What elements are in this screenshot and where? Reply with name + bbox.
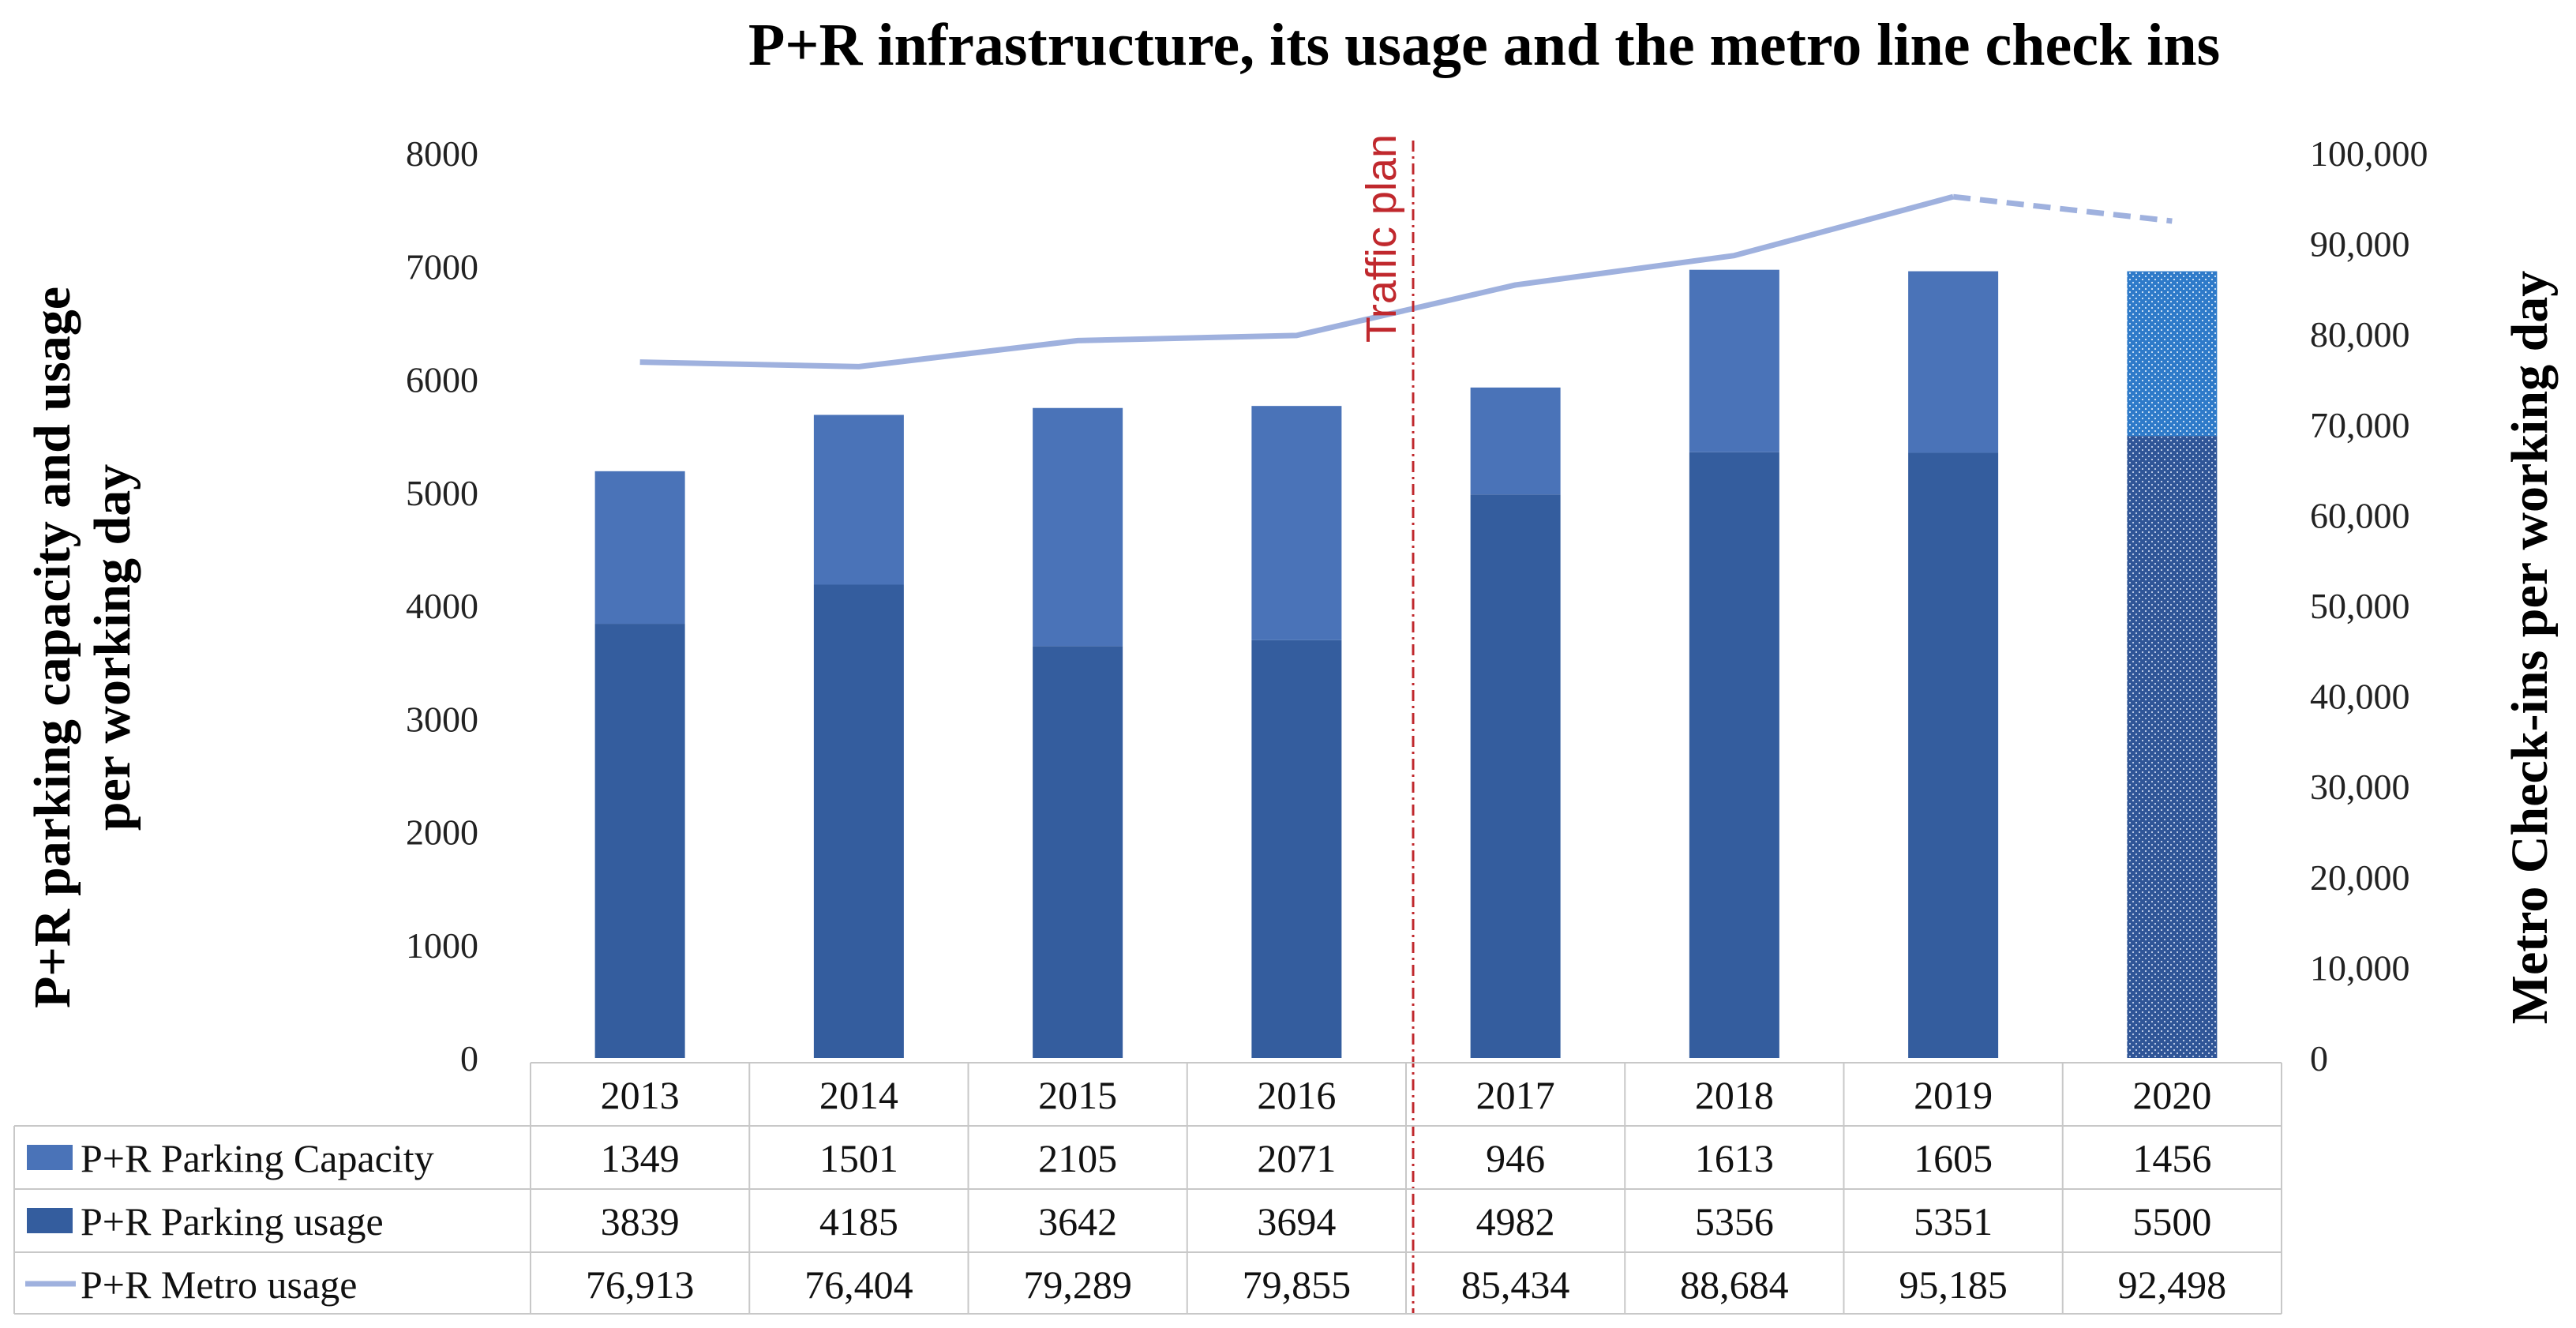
table-cell: 85,434 <box>1461 1262 1570 1307</box>
bar-parking-usage <box>1033 646 1123 1058</box>
category-label: 2015 <box>1038 1073 1117 1117</box>
table-cell: 1349 <box>601 1136 680 1180</box>
table-cell: 79,855 <box>1243 1262 1352 1307</box>
table-cell: 79,289 <box>1023 1262 1132 1307</box>
table-cell: 88,684 <box>1680 1262 1789 1307</box>
bar-parking-usage <box>594 624 685 1058</box>
y-tick-label: 6000 <box>406 360 478 400</box>
bar-parking-usage <box>1470 494 1561 1058</box>
y-tick-label: 0 <box>460 1038 478 1079</box>
y2-tick-label: 0 <box>2310 1038 2328 1079</box>
bar-parking-usage <box>1908 452 1999 1058</box>
table-cell: 5500 <box>2132 1199 2211 1244</box>
table-cell: 76,404 <box>804 1262 913 1307</box>
bar-parking-capacity <box>1689 269 1779 452</box>
category-label: 2017 <box>1476 1073 1555 1117</box>
bar-parking-capacity <box>813 415 904 585</box>
table-cell: 1456 <box>2132 1136 2211 1180</box>
y2-tick-label: 80,000 <box>2310 314 2410 355</box>
y-tick-label: 1000 <box>406 925 478 966</box>
bar-series <box>594 269 2218 1058</box>
y-tick-label: 7000 <box>406 246 478 287</box>
legend-swatch <box>27 1145 73 1170</box>
legend-swatch <box>27 1208 73 1233</box>
table-cell: 1613 <box>1695 1136 1774 1180</box>
table-cell: 76,913 <box>586 1262 695 1307</box>
y2-tick-label: 50,000 <box>2310 586 2410 626</box>
table-cell: 1605 <box>1914 1136 1993 1180</box>
y2-tick-label: 70,000 <box>2310 405 2410 445</box>
bar-parking-usage <box>1689 452 1779 1058</box>
bar-parking-capacity <box>594 471 685 625</box>
table-cell: 5351 <box>1914 1199 1993 1244</box>
legend-label: P+R Parking usage <box>81 1199 384 1244</box>
y2-tick-label: 90,000 <box>2310 224 2410 264</box>
table-cell: 3694 <box>1257 1199 1336 1244</box>
table-cell: 2105 <box>1038 1136 1117 1180</box>
table-cell: 95,185 <box>1899 1262 2008 1307</box>
bar-parking-usage <box>2127 436 2218 1058</box>
metro-line <box>639 193 1955 370</box>
y-axis-title: P+R parking capacity and usageper workin… <box>24 287 141 1008</box>
y2-tick-label: 10,000 <box>2310 947 2410 988</box>
y2-tick-label: 100,000 <box>2310 133 2428 174</box>
legend-key: P+R Parking Capacity <box>27 1136 434 1180</box>
bar-parking-capacity <box>1470 387 1561 495</box>
bar-parking-capacity <box>1251 406 1342 640</box>
y-tick-label: 4000 <box>406 586 478 626</box>
table-cell: 5356 <box>1695 1199 1774 1244</box>
y2-tick-label: 60,000 <box>2310 495 2410 535</box>
y-tick-label: 2000 <box>406 812 478 853</box>
y2-axis-title: Metro Check-ins per working day <box>2501 271 2559 1025</box>
table-cell: 3642 <box>1038 1199 1117 1244</box>
table-cell: 4185 <box>819 1199 898 1244</box>
y-axis-title-line: P+R parking capacity and usage <box>24 287 81 1008</box>
legend-key: P+R Metro usage <box>25 1262 357 1307</box>
table-cell: 4982 <box>1476 1199 1555 1244</box>
y-axis-ticks: 0 1000 2000 3000 4000 5000 6000 7000 8000 <box>406 133 478 1079</box>
y-tick-label: 5000 <box>406 473 478 513</box>
metro-line-series <box>639 193 2173 370</box>
table-cell: 1501 <box>819 1136 898 1180</box>
data-table-grid <box>13 1062 2282 1315</box>
category-label: 2018 <box>1695 1073 1774 1117</box>
table-cell: 2071 <box>1257 1136 1336 1180</box>
y-tick-label: 8000 <box>406 133 478 174</box>
table-cell: 92,498 <box>2118 1262 2227 1307</box>
y-axis-title-line: per working day <box>84 464 141 831</box>
table-cell: 3839 <box>601 1199 680 1244</box>
traffic-plan-label: Traffic plan <box>1358 134 1405 343</box>
category-label: 2020 <box>2132 1073 2211 1117</box>
category-label: 2016 <box>1257 1073 1336 1117</box>
category-label: 2019 <box>1914 1073 1993 1117</box>
bar-parking-usage <box>813 584 904 1058</box>
y2-tick-label: 30,000 <box>2310 767 2410 807</box>
y2-tick-label: 40,000 <box>2310 677 2410 717</box>
bar-parking-capacity <box>1908 271 1999 453</box>
y2-axis-ticks: 0 10,000 20,000 30,000 40,000 50,000 60,000 70,… <box>2310 133 2428 1079</box>
category-label: 2014 <box>819 1073 898 1117</box>
bar-parking-capacity <box>1033 407 1123 647</box>
y2-tick-label: 20,000 <box>2310 857 2410 898</box>
y-tick-label: 3000 <box>406 699 478 739</box>
legend-label: P+R Parking Capacity <box>81 1136 434 1180</box>
category-label: 2013 <box>601 1073 680 1117</box>
legend-label: P+R Metro usage <box>81 1262 357 1307</box>
data-table: 2013 2014 2015 2016 2017 2018 2019 2020 P+R Park… <box>13 1062 2282 1315</box>
metro-line-projected-segment <box>1952 193 2173 224</box>
chart-title: P+R infrastructure, its usage and the me… <box>748 12 2220 78</box>
bar-parking-capacity <box>2127 271 2218 437</box>
legend-key: P+R Parking usage <box>27 1199 384 1244</box>
table-cell: 946 <box>1486 1136 1545 1180</box>
bar-parking-usage <box>1251 640 1342 1058</box>
